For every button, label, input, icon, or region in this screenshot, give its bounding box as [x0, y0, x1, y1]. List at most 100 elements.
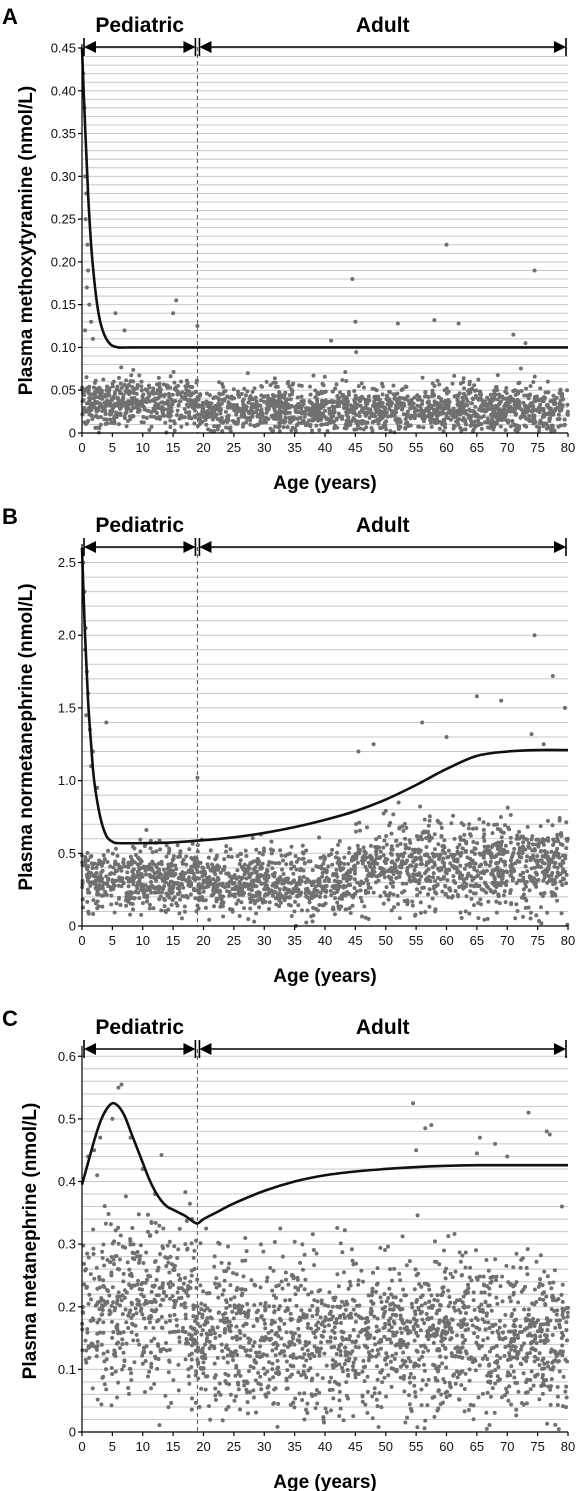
scatter-point: [127, 897, 132, 902]
scatter-point: [257, 905, 262, 910]
scatter-point: [501, 849, 506, 854]
scatter-point: [302, 1287, 307, 1292]
scatter-point: [481, 827, 486, 832]
scatter-point: [361, 880, 366, 885]
scatter-point: [548, 877, 553, 882]
scatter-point: [184, 410, 189, 415]
scatter-point: [212, 428, 217, 433]
scatter-point: [420, 720, 425, 725]
scatter-point: [240, 1304, 245, 1309]
scatter-point: [453, 889, 458, 894]
scatter-point: [439, 405, 444, 410]
scatter-point: [417, 1357, 422, 1362]
scatter-point: [159, 890, 164, 895]
scatter-point: [465, 855, 470, 860]
scatter-point: [563, 853, 568, 858]
scatter-point: [400, 824, 405, 829]
scatter-point: [553, 893, 558, 898]
scatter-point: [113, 1354, 118, 1359]
scatter-point: [467, 911, 472, 916]
scatter-point: [300, 419, 305, 424]
y-tick-label: 2.0: [58, 628, 76, 643]
scatter-point: [435, 414, 440, 419]
scatter-point: [126, 1385, 131, 1390]
scatter-point: [157, 381, 162, 386]
scatter-point: [283, 1298, 288, 1303]
scatter-point: [250, 836, 255, 841]
scatter-point: [160, 400, 165, 405]
scatter-point: [141, 420, 146, 425]
x-axis-title: Age (years): [273, 966, 377, 987]
scatter-point: [504, 412, 509, 417]
scatter-point: [311, 879, 316, 884]
scatter-point: [555, 846, 560, 851]
scatter-point: [404, 1364, 409, 1369]
scatter-point: [165, 1256, 170, 1261]
scatter-point: [474, 826, 479, 831]
scatter-point: [508, 1340, 513, 1345]
scatter-point: [440, 889, 445, 894]
scatter-point: [160, 1297, 165, 1302]
scatter-point: [200, 409, 205, 414]
scatter-point: [114, 878, 119, 883]
x-tick-label: 65: [470, 440, 484, 455]
scatter-point: [426, 860, 431, 865]
scatter-point: [109, 1273, 114, 1278]
scatter-point: [261, 394, 266, 399]
scatter-point: [113, 1254, 118, 1259]
scatter-point: [296, 857, 301, 862]
scatter-point: [143, 1358, 148, 1363]
scatter-point: [442, 861, 447, 866]
scatter-point: [168, 374, 173, 379]
scatter-point: [85, 242, 90, 247]
scatter-point: [204, 422, 209, 427]
scatter-point: [165, 1243, 170, 1248]
scatter-point: [455, 858, 460, 863]
scatter-point: [388, 403, 393, 408]
scatter-point: [149, 1289, 154, 1294]
scatter-point: [96, 405, 101, 410]
scatter-point: [188, 393, 193, 398]
scatter-point: [166, 411, 171, 416]
scatter-point: [159, 1314, 164, 1319]
y-tick-label: 0.5: [58, 846, 76, 861]
scatter-point: [111, 865, 116, 870]
scatter-point: [180, 873, 185, 878]
scatter-point: [145, 1277, 150, 1282]
scatter-point: [294, 883, 299, 888]
scatter-point: [195, 849, 200, 854]
scatter-point: [187, 413, 192, 418]
scatter-point: [246, 400, 251, 405]
scatter-point: [302, 1252, 307, 1257]
scatter-point: [463, 427, 468, 432]
scatter-point: [405, 865, 410, 870]
scatter-point: [437, 426, 442, 431]
scatter-point: [159, 1325, 164, 1330]
scatter-point: [516, 389, 521, 394]
scatter-point: [395, 852, 400, 857]
scatter-point: [281, 405, 286, 410]
scatter-point: [122, 1288, 127, 1293]
scatter-point: [538, 891, 543, 896]
scatter-point: [526, 841, 531, 846]
scatter-point: [124, 385, 129, 390]
scatter-point: [110, 1372, 115, 1377]
scatter-point: [526, 396, 531, 401]
scatter-point: [410, 899, 415, 904]
scatter-point: [189, 1407, 194, 1412]
scatter-point: [444, 386, 449, 391]
scatter-point: [203, 412, 208, 417]
scatter-point: [137, 896, 142, 901]
scatter-point: [443, 425, 448, 430]
scatter-point: [194, 378, 199, 383]
scatter-point: [171, 369, 176, 374]
scatter-point: [166, 1281, 171, 1286]
scatter-point: [360, 914, 365, 919]
scatter-point: [437, 401, 442, 406]
scatter-point: [136, 1212, 141, 1217]
scatter-point: [152, 1260, 157, 1265]
scatter-point: [147, 906, 152, 911]
scatter-point: [248, 906, 253, 911]
scatter-point: [89, 1297, 94, 1302]
scatter-point: [183, 1312, 188, 1317]
